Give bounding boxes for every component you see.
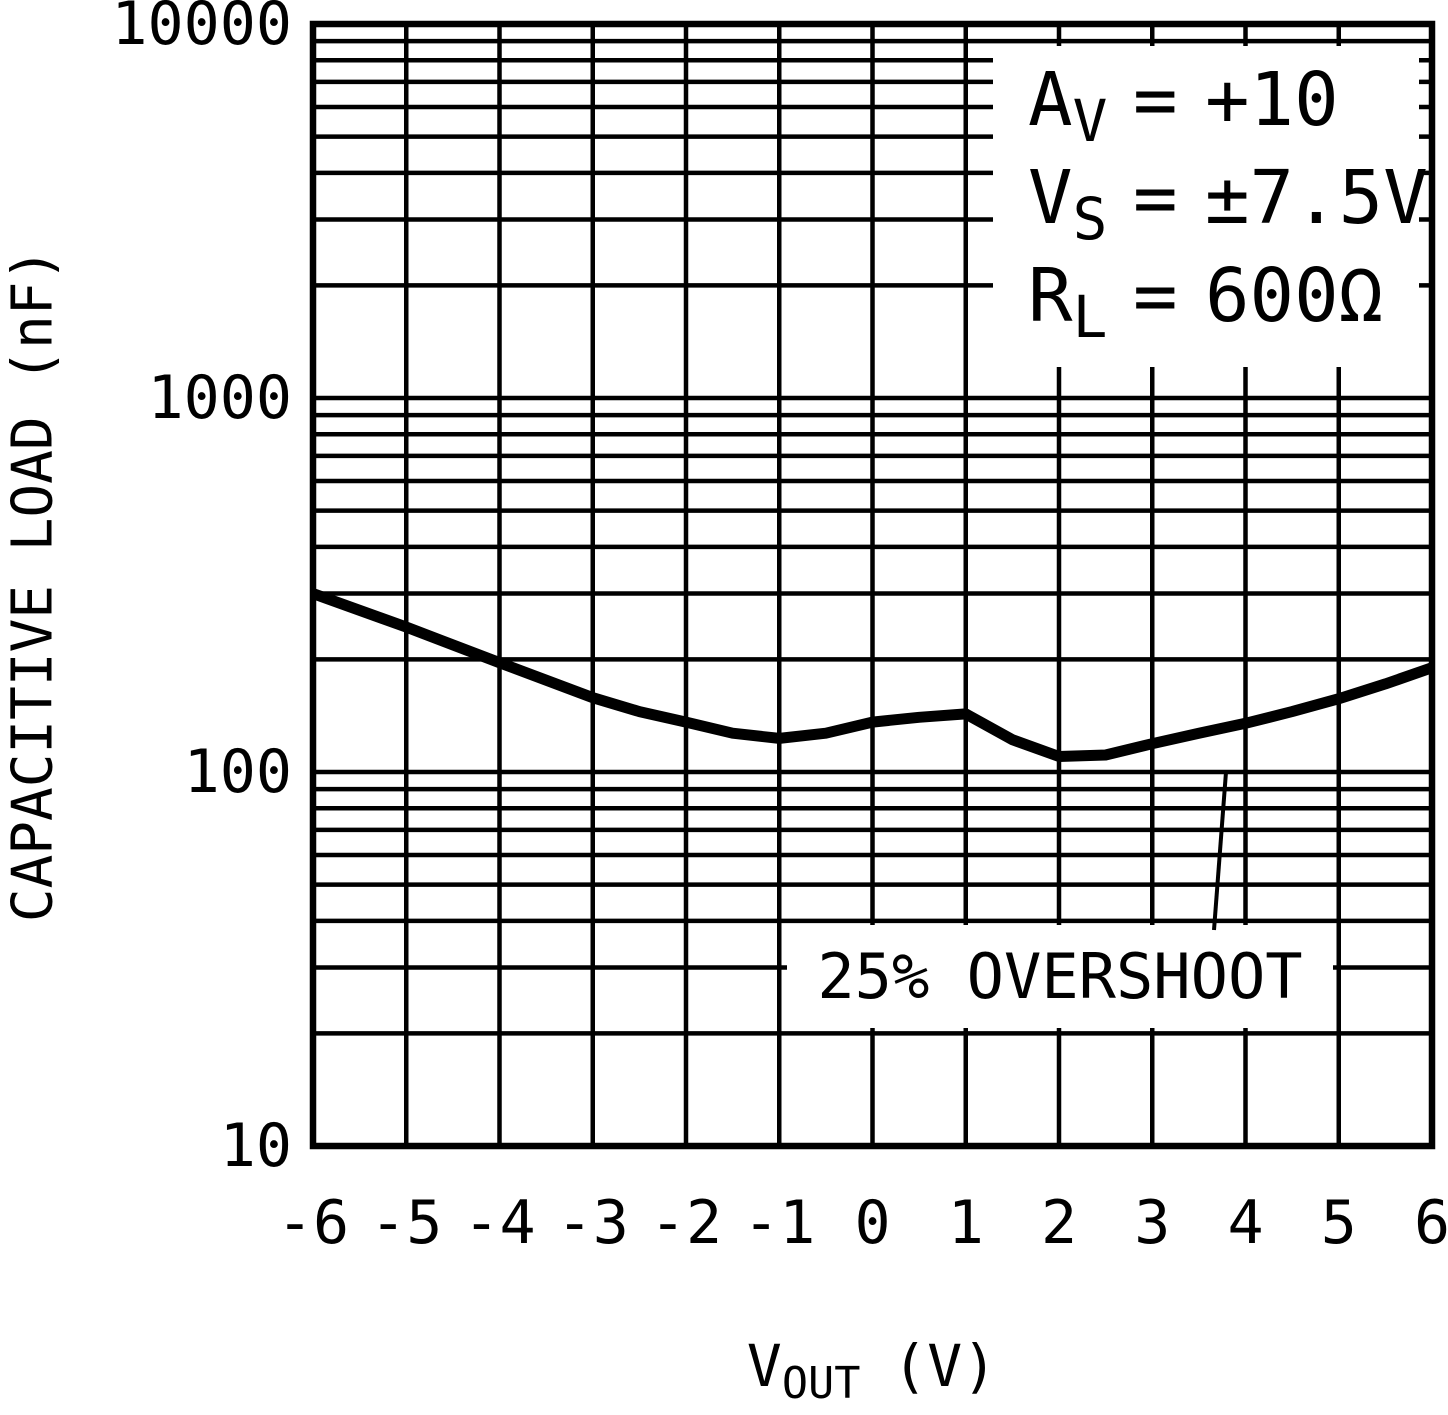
condition-value: +10: [1205, 57, 1339, 143]
x-tick-label: -1: [743, 1188, 816, 1258]
y-tick-label: 100: [183, 737, 292, 807]
x-tick-label: -4: [463, 1188, 536, 1258]
x-tick-label: -3: [556, 1188, 629, 1258]
x-axis-title-main: V: [746, 1332, 782, 1400]
condition-symbol: VS: [1028, 155, 1108, 254]
data-curve: [311, 588, 1434, 762]
x-tick-label: 0: [854, 1188, 891, 1258]
condition-subscript: V: [1072, 87, 1108, 156]
y-axis-title: CAPACITIVE LOAD (nF): [0, 247, 66, 923]
condition-subscript: L: [1072, 283, 1108, 352]
condition-equals: =: [1133, 155, 1178, 241]
condition-row: RL = 600Ω: [1028, 247, 1428, 352]
x-tick-label: 6: [1413, 1188, 1448, 1258]
conditions-box-background: [993, 46, 1419, 367]
overshoot-curve-label: 25% OVERSHOOT: [817, 940, 1303, 1013]
condition-equals: =: [1133, 57, 1178, 143]
condition-value: 600Ω: [1205, 253, 1384, 339]
condition-subscript: S: [1072, 185, 1108, 254]
condition-equals: =: [1133, 253, 1178, 339]
conditions-annotation-box: AV = +10 VS = ±7.5V RL = 600Ω: [1028, 51, 1428, 352]
overshoot-box-background: [787, 925, 1333, 1028]
condition-symbol: AV: [1028, 57, 1108, 156]
x-tick-label: -6: [276, 1188, 350, 1258]
condition-value: ±7.5V: [1205, 155, 1428, 241]
x-tick-label: 1: [947, 1188, 984, 1258]
condition-row: VS = ±7.5V: [1028, 149, 1428, 254]
leader-line: [1212, 771, 1228, 931]
x-axis-title: VOUT (V): [746, 1326, 998, 1409]
x-tick-label: -2: [649, 1188, 723, 1258]
x-axis-title-subscript: OUT: [781, 1359, 861, 1410]
x-axis-title-unit: (V): [892, 1332, 998, 1400]
y-tick-label: 10000: [111, 0, 292, 59]
y-tick-label: 10: [219, 1111, 292, 1181]
x-tick-label: 3: [1134, 1188, 1171, 1258]
y-tick-label: 1000: [147, 363, 293, 433]
x-tick-label: -5: [370, 1188, 443, 1258]
x-tick-label: 2: [1040, 1188, 1078, 1258]
x-tick-label: 5: [1320, 1188, 1357, 1258]
x-tick-label: 4: [1227, 1188, 1264, 1258]
condition-symbol: RL: [1028, 253, 1108, 352]
plot-border: [309, 20, 1436, 1150]
condition-row: AV = +10: [1028, 51, 1428, 156]
